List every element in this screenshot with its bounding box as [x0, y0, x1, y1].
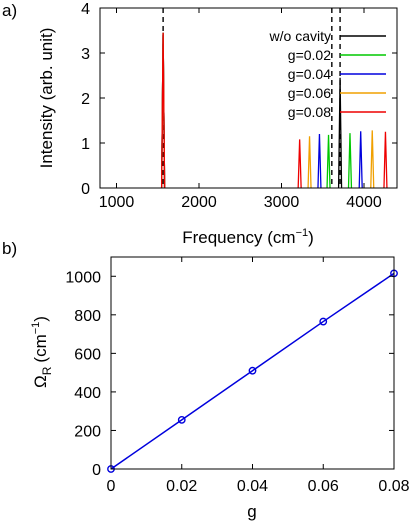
y-tick-label: 0	[92, 462, 101, 479]
legend-label: g=0.04	[288, 66, 331, 82]
y-tick-label: 0	[81, 181, 90, 198]
legend-label: g=0.08	[288, 104, 331, 120]
y-tick-label: 400	[74, 385, 101, 402]
spectrum-xlabel: Frequency (cm−1)	[182, 227, 314, 247]
spectrum-plot-frame	[99, 7, 398, 189]
rabi-point	[177, 415, 186, 424]
x-tick-label: 1000	[99, 194, 135, 211]
rabi-point	[319, 317, 328, 326]
x-tick-label: 3000	[264, 194, 300, 211]
spectrum-peak	[326, 134, 331, 189]
spectrum-peak	[358, 131, 363, 189]
rabi-splitting-plot: 0 0.02 0.04 0.06 0.08 0 200 400 600 800 1000 g ΩR(…	[30, 256, 410, 521]
y-tick-label: 2	[81, 91, 90, 108]
y-tick-label: 1	[81, 136, 90, 153]
x-tick-label: 0	[107, 478, 116, 495]
spectrum-peak	[383, 131, 388, 189]
x-tick-label: 4000	[346, 194, 382, 211]
y-tick-label: 200	[74, 423, 101, 440]
x-tick-label: 0.04	[237, 478, 268, 495]
y-tick-label: 4	[81, 1, 90, 18]
x-tick-label: 0.02	[166, 478, 197, 495]
rabi-xlabel: g	[247, 502, 256, 521]
legend-label: w/o cavity	[269, 28, 331, 44]
spectrum-plot: 1000 2000 3000 4000 0 1 2 3 4 Frequency (cm−1) I…	[37, 1, 398, 247]
y-tick-label: 800	[74, 308, 101, 325]
rabi-ylabel: ΩR(cm−1)	[30, 316, 54, 388]
spectrum-peak	[297, 139, 302, 189]
rabi-point	[248, 366, 257, 375]
y-tick-label: 3	[81, 46, 90, 63]
spectrum-peak	[337, 77, 343, 189]
spectrum-peak	[160, 32, 166, 189]
rabi-line	[110, 272, 395, 470]
legend-label: g=0.02	[288, 47, 331, 63]
spectrum-peak	[317, 133, 322, 189]
y-tick-label: 1000	[65, 269, 101, 286]
y-tick-label: 600	[74, 346, 101, 363]
panel-a-label: a)	[2, 1, 17, 20]
spectrum-peak	[347, 133, 353, 189]
rabi-plot-frame	[110, 256, 395, 470]
spectrum-peak	[307, 136, 312, 189]
x-tick-label: 2000	[181, 194, 217, 211]
spectrum-legend: w/o cavity g=0.02 g=0.04 g=0.06 g=0.08	[269, 28, 386, 120]
legend-label: g=0.06	[288, 85, 331, 101]
panel-b-label: b)	[2, 239, 17, 258]
x-tick-label: 0.08	[378, 478, 409, 495]
spectrum-peak	[370, 130, 375, 189]
spectrum-ylabel: Intensity (arb. unit)	[37, 28, 56, 169]
x-tick-label: 0.06	[308, 478, 339, 495]
